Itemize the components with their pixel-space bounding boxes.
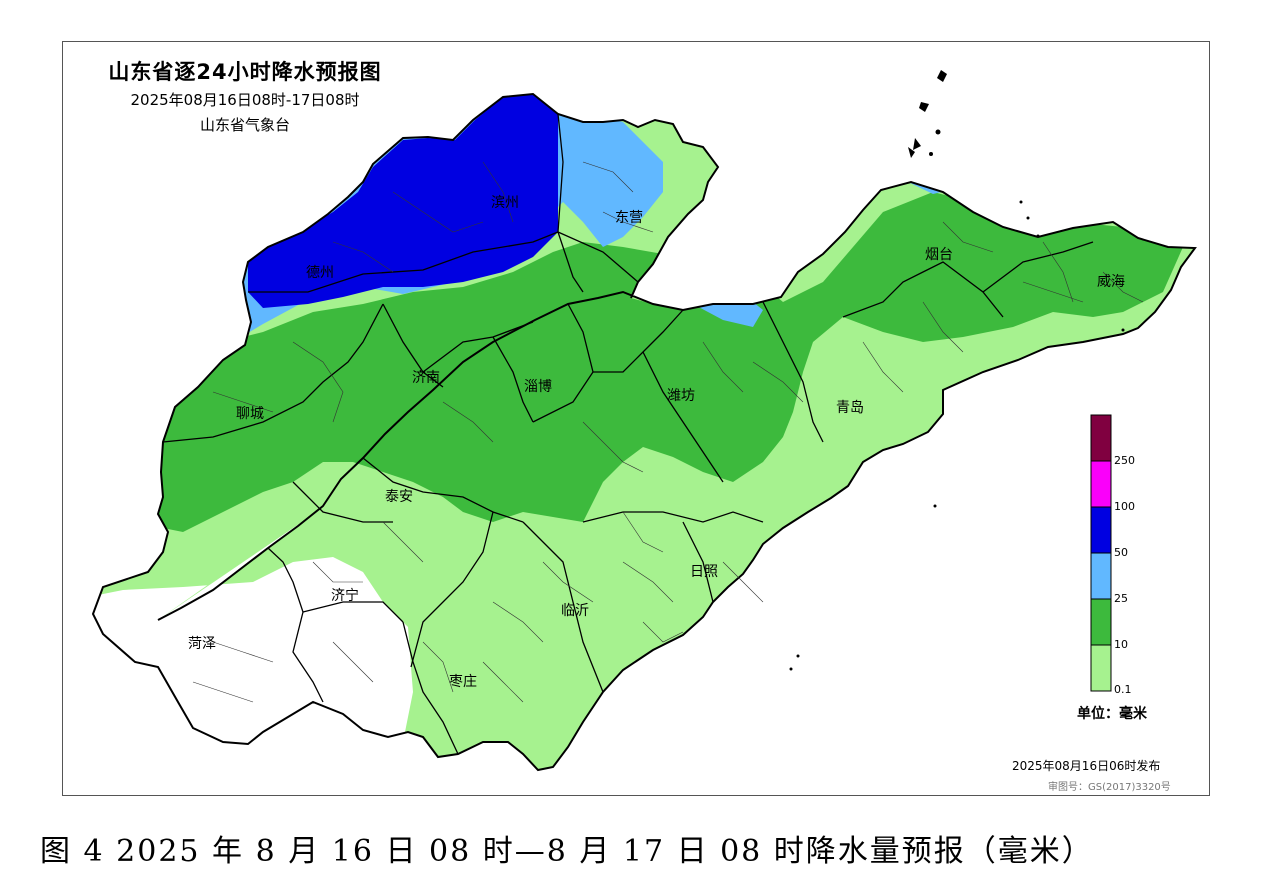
map-frame [62, 41, 1210, 796]
city-label-zaozhuang: 枣庄 [449, 674, 477, 690]
city-label-weihai: 威海 [1097, 274, 1125, 290]
legend-label-0.1: 0.1 [1114, 683, 1132, 696]
legend-label-10: 10 [1114, 638, 1128, 651]
zone-10-25 [155, 192, 1183, 532]
city-label-liaocheng: 聊城 [236, 406, 264, 422]
province-outline [91, 92, 1197, 772]
city-label-heze: 菏泽 [188, 636, 216, 652]
legend-swatch-25 [1090, 552, 1112, 600]
approval-number: 审图号：GS(2017)3320号 [1048, 782, 1171, 793]
legend-label-250: 250 [1114, 454, 1135, 467]
city-label-linyi: 临沂 [561, 603, 589, 619]
legend-swatch-50 [1090, 506, 1112, 554]
legend-swatch-250 [1090, 414, 1112, 462]
forecast-period: 2025年08月16日08时-17日08时 [130, 91, 360, 109]
legend-swatch-100 [1090, 460, 1112, 508]
precipitation-map [91, 70, 1197, 772]
city-label-binzhou: 滨州 [491, 195, 519, 211]
islands [789, 70, 1125, 671]
legend-swatch-10 [1090, 598, 1112, 646]
figure-caption: 图 4 2025 年 8 月 16 日 08 时—8 月 17 日 08 时降水… [40, 834, 1094, 869]
zone-50-100 [248, 94, 558, 308]
city-label-zibo: 淄博 [524, 379, 552, 395]
city-label-dezhou: 德州 [306, 265, 334, 281]
city-label-jinan: 济南 [412, 370, 440, 386]
issue-time: 2025年08月16日06时发布 [1012, 759, 1161, 773]
legend-label-50: 50 [1114, 546, 1128, 559]
city-label-jining: 济宁 [331, 588, 359, 604]
city-label-qingdao: 青岛 [836, 400, 864, 416]
county-boundaries [192, 161, 1144, 703]
city-label-weifang: 潍坊 [667, 388, 695, 404]
city-label-taian: 泰安 [385, 489, 413, 505]
map-title: 山东省逐24小时降水预报图 [108, 60, 382, 84]
city-label-yantai: 烟台 [925, 247, 953, 263]
legend-label-25: 25 [1114, 592, 1128, 605]
city-label-dongying: 东营 [615, 210, 643, 226]
map-title-block: 山东省逐24小时降水预报图 2025年08月16日08时-17日08时 山东省气… [95, 56, 395, 135]
legend-unit: 单位：毫米 [1077, 706, 1147, 722]
city-label-rizhao: 日照 [690, 564, 718, 580]
legend-swatch-0.1 [1090, 644, 1112, 692]
legend-label-100: 100 [1114, 500, 1135, 513]
issuer: 山东省气象台 [199, 116, 290, 134]
legend-bar [1090, 414, 1112, 692]
prefecture-boundaries [162, 113, 1094, 755]
